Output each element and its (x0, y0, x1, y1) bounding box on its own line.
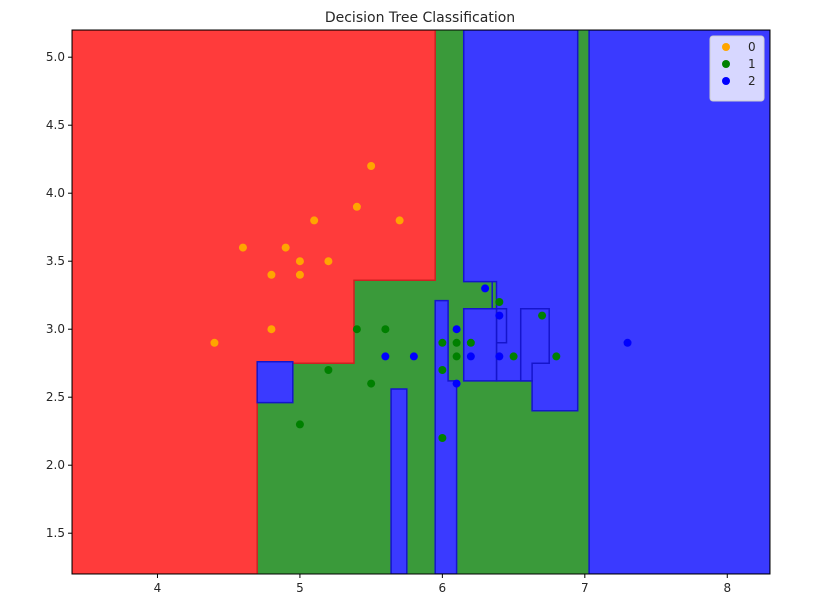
point-class-0-1 (238, 243, 247, 252)
point-class-1-0 (295, 420, 304, 429)
x-axis: 4 5 6 7 8 (154, 574, 731, 595)
y-tick-label: 4.5 (46, 118, 65, 132)
point-class-2-2 (452, 379, 461, 388)
point-class-0-6 (295, 257, 304, 266)
point-class-1-2 (352, 325, 361, 334)
point-class-2-5 (481, 284, 490, 293)
point-class-1-14 (552, 352, 561, 361)
region-class-2-4 (256, 361, 294, 404)
y-tick-label: 3.0 (46, 322, 65, 336)
point-class-0-8 (324, 257, 333, 266)
point-class-0-5 (295, 270, 304, 279)
x-tick-label: 5 (296, 581, 304, 595)
point-class-1-6 (438, 366, 447, 374)
y-axis: 1.5 2.0 2.5 3.0 3.5 4.0 4.5 5.0 (46, 50, 72, 540)
point-class-2-6 (495, 352, 504, 361)
point-class-2-3 (452, 325, 461, 334)
legend-marker-1 (722, 60, 730, 68)
points-layer (210, 162, 632, 442)
chart-title: Decision Tree Classification (325, 10, 515, 26)
point-class-2-0 (381, 352, 390, 361)
point-class-0-4 (281, 243, 290, 252)
point-class-2-8 (623, 338, 632, 347)
point-class-0-10 (367, 162, 376, 170)
point-class-1-11 (495, 298, 504, 306)
point-class-0-11 (395, 216, 404, 225)
y-tick-label: 5.0 (46, 50, 65, 64)
legend-label-2: 2 (748, 74, 756, 88)
point-class-0-9 (352, 202, 361, 211)
point-class-2-4 (466, 352, 475, 361)
y-tick-label: 1.5 (46, 526, 65, 540)
point-class-1-4 (381, 325, 390, 334)
point-class-2-7 (495, 311, 504, 320)
legend: 0 1 2 (709, 35, 765, 102)
region-class-0-0 (72, 30, 436, 574)
point-class-0-3 (267, 270, 276, 279)
point-class-1-10 (466, 338, 475, 347)
y-tick-label: 2.0 (46, 458, 65, 472)
y-tick-label: 2.5 (46, 390, 65, 404)
region-class-2-1 (588, 30, 770, 574)
point-class-1-5 (438, 434, 447, 442)
legend-label-0: 0 (748, 40, 756, 54)
legend-label-1: 1 (748, 57, 756, 71)
point-class-1-3 (367, 379, 376, 388)
legend-marker-0 (722, 43, 730, 51)
y-tick-label: 3.5 (46, 254, 65, 268)
plot-area (72, 30, 770, 574)
legend-marker-2 (722, 77, 730, 85)
x-tick-label: 7 (581, 581, 589, 595)
point-class-2-1 (409, 352, 418, 361)
x-tick-label: 4 (154, 581, 162, 595)
x-tick-label: 8 (723, 581, 731, 595)
region-class-2-7 (462, 308, 498, 382)
region-class-2-5 (390, 388, 408, 574)
point-class-0-2 (267, 325, 276, 334)
point-class-1-12 (509, 352, 518, 361)
y-tick-label: 4.0 (46, 186, 65, 200)
region-class-2-3 (519, 308, 550, 382)
point-class-1-1 (324, 366, 333, 374)
x-tick-label: 6 (439, 581, 447, 595)
legend-box (709, 35, 765, 102)
point-class-0-0 (210, 338, 219, 347)
point-class-0-7 (310, 216, 319, 225)
point-class-1-13 (538, 311, 547, 320)
point-class-1-7 (438, 338, 447, 347)
point-class-1-8 (452, 352, 461, 361)
point-class-1-9 (452, 338, 461, 347)
plot-frame (71, 29, 771, 575)
